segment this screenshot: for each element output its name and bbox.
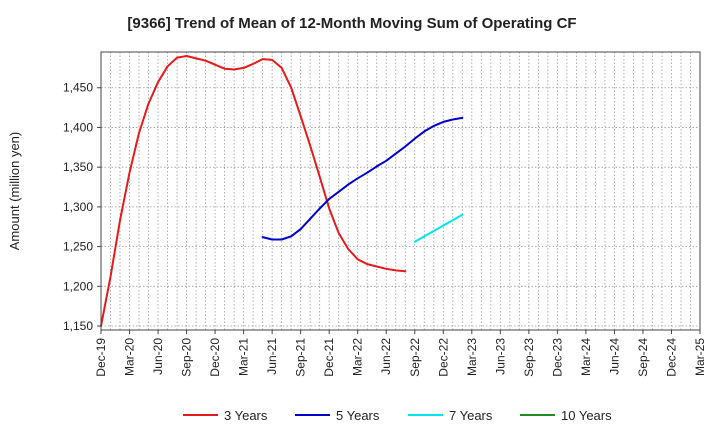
- plot-frame: [100, 51, 701, 331]
- legend-label: 7 Years: [449, 408, 493, 423]
- x-tick-label: Mar-20: [123, 338, 137, 376]
- chart-title: [9366] Trend of Mean of 12-Month Moving …: [127, 15, 576, 32]
- y-ticks: 1,150 1,200 1,250 1,300 1,350 1,400 1,450: [63, 81, 101, 333]
- legend-label: 10 Years: [561, 408, 612, 423]
- x-tick-label: Jun-23: [493, 338, 507, 375]
- series-line-7-years: [413, 213, 464, 243]
- y-tick-label: 1,350: [63, 160, 93, 174]
- series-group: [100, 55, 464, 327]
- x-tick-label: Dec-19: [94, 338, 108, 377]
- y-tick-label: 1,450: [63, 81, 93, 95]
- x-tick-label: Dec-22: [436, 338, 450, 377]
- x-ticks: Dec-19 Mar-20 Jun-20 Sep-20 Dec-20 Mar-21 Jun-…: [94, 330, 707, 377]
- legend: 3 Years 5 Years 7 Years 10 Years: [183, 408, 612, 423]
- y-tick-label: 1,400: [63, 120, 93, 134]
- x-tick-label: Jun-21: [265, 338, 279, 375]
- grid: [100, 52, 701, 330]
- x-tick-label: Dec-20: [208, 338, 222, 377]
- x-tick-label: Sep-23: [522, 338, 536, 377]
- x-tick-label: Mar-25: [693, 338, 707, 376]
- x-tick-label: Dec-24: [664, 338, 678, 377]
- legend-label: 3 Years: [224, 408, 268, 423]
- legend-label: 5 Years: [336, 408, 380, 423]
- x-tick-label: Jun-24: [607, 338, 621, 375]
- y-tick-label: 1,300: [63, 200, 93, 214]
- x-tick-label: Mar-24: [579, 338, 593, 376]
- y-tick-label: 1,200: [63, 279, 93, 293]
- x-tick-label: Mar-23: [465, 338, 479, 376]
- x-tick-label: Mar-22: [351, 338, 365, 376]
- series-line-5-years: [261, 116, 464, 241]
- y-tick-label: 1,150: [63, 319, 93, 333]
- x-tick-label: Dec-23: [550, 338, 564, 377]
- x-tick-label: Sep-24: [636, 338, 650, 377]
- x-tick-label: Sep-21: [294, 338, 308, 377]
- x-tick-label: Mar-21: [237, 338, 251, 376]
- y-tick-label: 1,250: [63, 240, 93, 254]
- x-tick-label: Jun-22: [379, 338, 393, 375]
- x-tick-label: Jun-20: [151, 338, 165, 375]
- x-tick-label: Sep-20: [180, 338, 194, 377]
- y-axis-label: Amount (million yen): [7, 132, 22, 251]
- series-line-3-years: [100, 55, 407, 327]
- x-tick-label: Sep-22: [408, 338, 422, 377]
- x-tick-label: Dec-21: [322, 338, 336, 377]
